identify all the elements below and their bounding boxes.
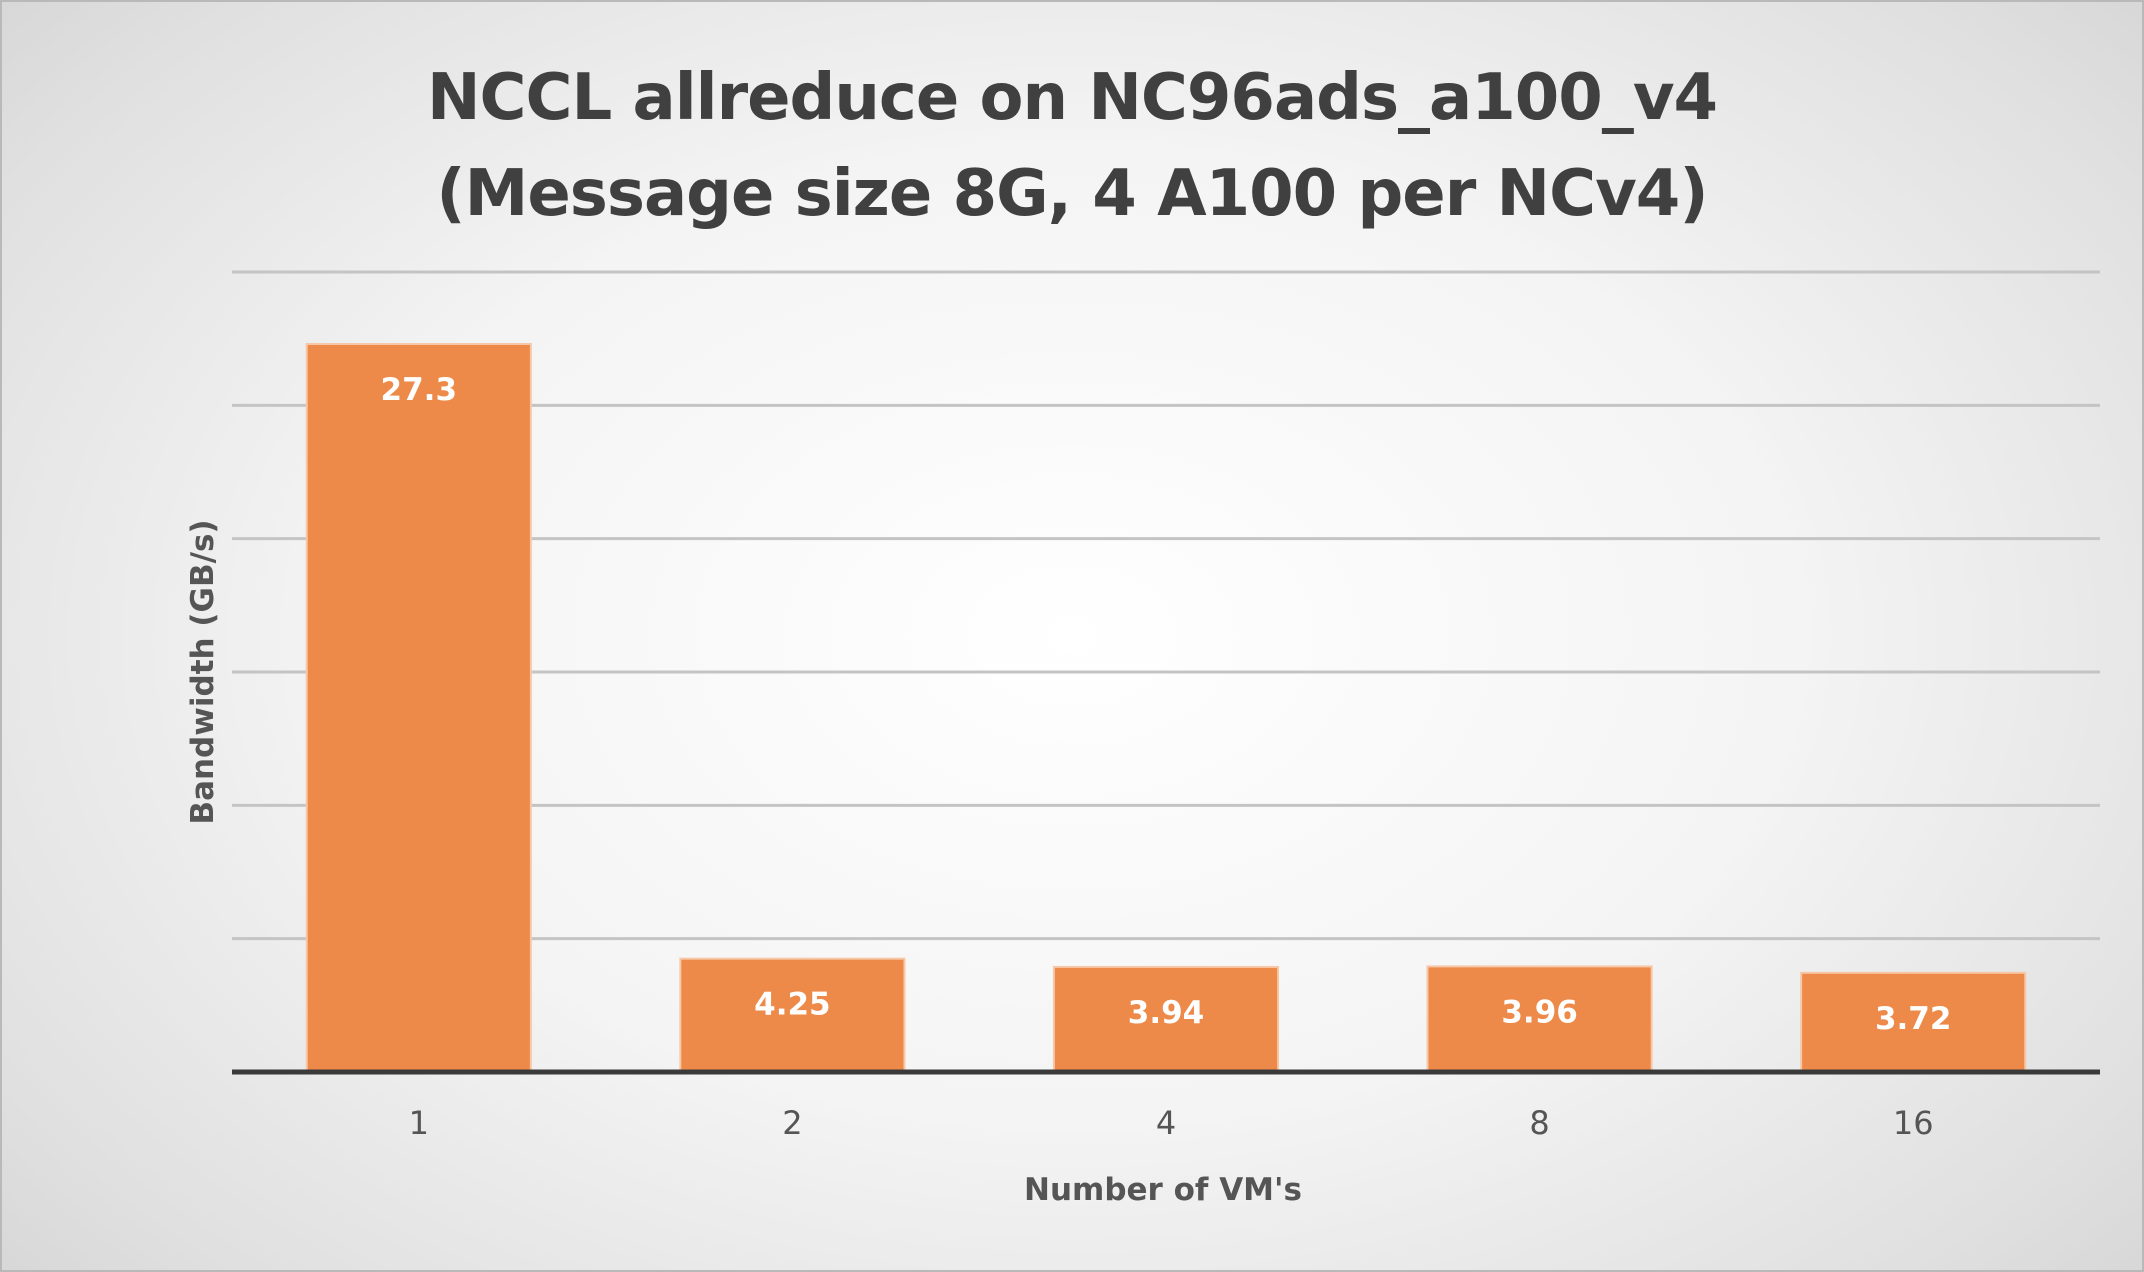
data-label: 27.3	[381, 372, 458, 408]
gridlines	[232, 270, 2100, 941]
x-tick-label: 16	[1893, 1104, 1934, 1142]
data-label: 3.94	[1128, 995, 1205, 1031]
data-label: 3.96	[1501, 994, 1578, 1030]
bar-8	[1426, 965, 1653, 1074]
chart-title: NCCL allreduce on NC96ads_a100_v4 (Messa…	[2, 50, 2142, 242]
x-axis-title: Number of VM's	[1024, 1172, 1302, 1208]
x-tick-label: 2	[782, 1104, 802, 1142]
data-label: 4.25	[754, 987, 831, 1023]
bar-2	[679, 957, 906, 1074]
bar-4	[1052, 965, 1280, 1074]
bar-1	[305, 343, 532, 1073]
bars: 27.3 4.25 3.94 3.96 3.72	[305, 343, 2027, 1074]
y-axis-title: Bandwidth (GB/s)	[185, 519, 221, 824]
x-tick-label: 4	[1156, 1104, 1176, 1142]
chart-title-line-2: (Message size 8G, 4 A100 per NCv4)	[436, 157, 1708, 231]
x-tick-label: 8	[1529, 1104, 1549, 1142]
chart-title-line-1: NCCL allreduce on NC96ads_a100_v4	[426, 61, 1718, 135]
x-tick-label: 1	[409, 1104, 429, 1142]
data-label: 3.72	[1875, 1001, 1952, 1037]
x-tick-labels: 1 2 4 8 16	[409, 1104, 1934, 1142]
